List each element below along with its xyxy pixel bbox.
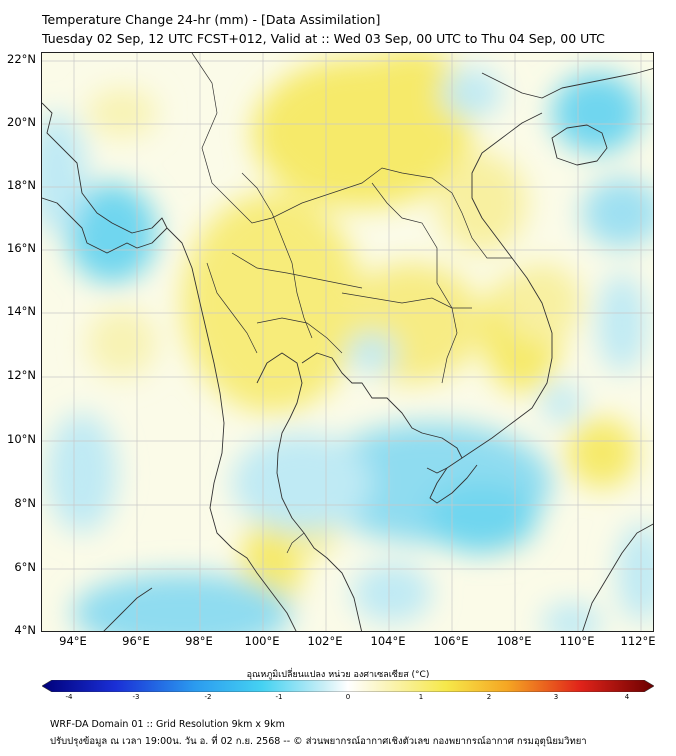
- colorbar-tick: 0: [345, 693, 351, 701]
- lon-label: 104°E: [370, 634, 406, 648]
- lat-label: 16°N: [7, 241, 36, 255]
- colorbar-tick: -1: [275, 693, 283, 701]
- lon-label: 110°E: [559, 634, 595, 648]
- lat-label: 8°N: [14, 496, 36, 510]
- colorbar-tick: 1: [418, 693, 424, 701]
- lon-label: 112°E: [620, 634, 656, 648]
- lat-label: 4°N: [14, 623, 36, 637]
- temperature-change-map: [41, 52, 654, 632]
- coastlines: [42, 68, 653, 631]
- country-borders: [191, 53, 512, 554]
- map-subtitle-valid-time: Tuesday 02 Sep, 12 UTC FCST+012, Valid a…: [42, 31, 605, 46]
- colorbar: [42, 680, 654, 692]
- colorbar-gradient: [42, 680, 654, 692]
- lon-label: 108°E: [496, 634, 532, 648]
- lat-label: 10°N: [7, 432, 36, 446]
- lon-label: 106°E: [433, 634, 469, 648]
- lat-label: 12°N: [7, 368, 36, 382]
- footer-credit: ปรับปรุงข้อมูล ณ เวลา 19:00น. วัน อ. ที่…: [50, 736, 587, 747]
- lon-label: 94°E: [59, 634, 87, 648]
- colorbar-tick: -2: [204, 693, 212, 701]
- lat-label: 22°N: [7, 52, 36, 66]
- lon-label: 102°E: [307, 634, 343, 648]
- lon-label: 100°E: [244, 634, 280, 648]
- lon-label: 96°E: [122, 634, 150, 648]
- footer-model-info: WRF-DA Domain 01 :: Grid Resolution 9km …: [50, 719, 285, 730]
- colorbar-tick: 2: [486, 693, 492, 701]
- lat-label: 6°N: [14, 560, 36, 574]
- colorbar-tick: 4: [624, 693, 630, 701]
- colorbar-tick: -3: [132, 693, 140, 701]
- colorbar-tick: 3: [553, 693, 559, 701]
- lat-label: 20°N: [7, 115, 36, 129]
- colorbar-title: อุณหภูมิเปลี่ยนแปลง หน่วย องศาเซลเซียส (…: [246, 670, 430, 680]
- map-title: Temperature Change 24-hr (mm) - [Data As…: [42, 12, 381, 27]
- lat-label: 18°N: [7, 178, 36, 192]
- lat-label: 14°N: [7, 304, 36, 318]
- lon-label: 98°E: [185, 634, 213, 648]
- graticule: [42, 53, 653, 631]
- temperature-anomaly-field: [42, 53, 653, 631]
- colorbar-tick: -4: [65, 693, 73, 701]
